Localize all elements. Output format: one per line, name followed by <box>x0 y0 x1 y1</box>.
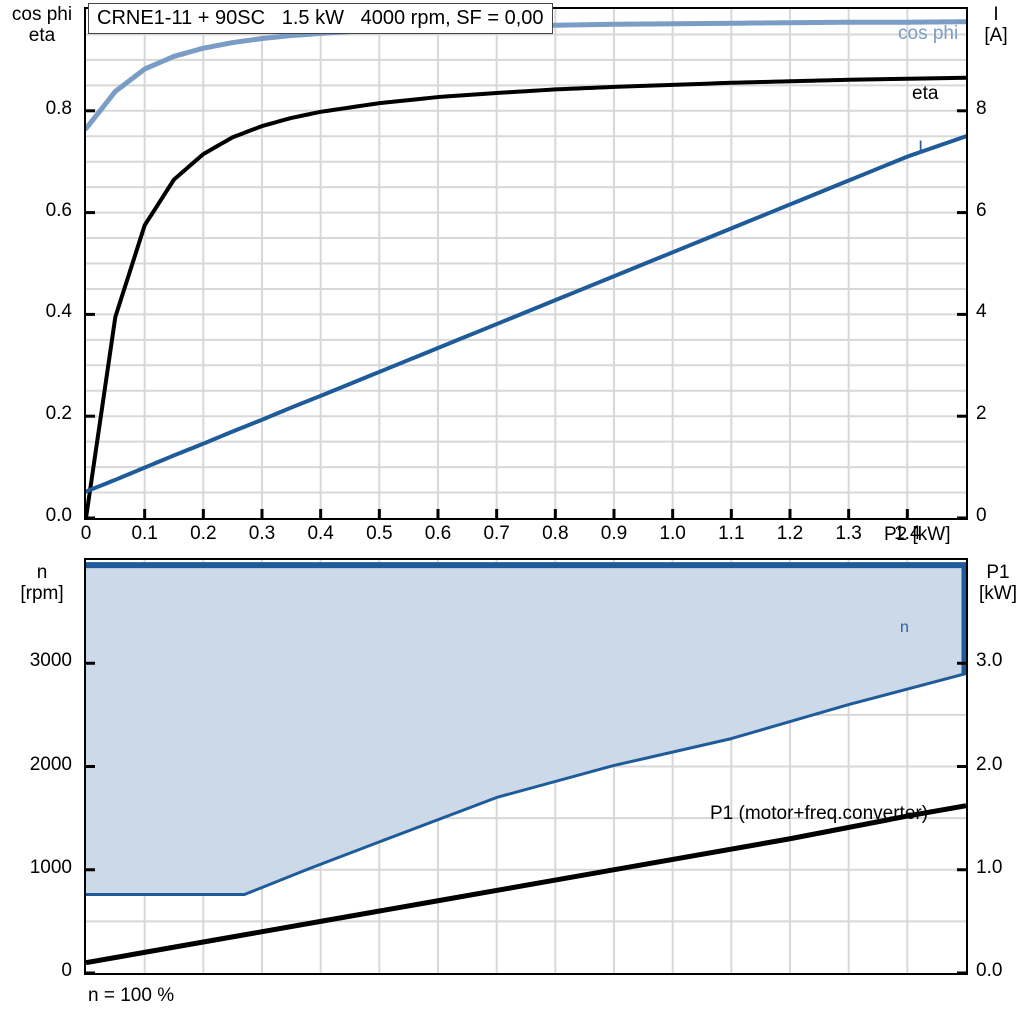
top-left-tick: 0.6 <box>45 199 72 221</box>
series-label-n: n <box>900 619 909 636</box>
top-left-axis-title-line1: cos phi <box>11 4 73 25</box>
series-label-current: I <box>918 138 924 159</box>
bottom-right-tick: 1.0 <box>976 856 1003 878</box>
top-chart-plot <box>86 9 966 518</box>
top-x-tick: 1.1 <box>718 523 745 544</box>
top-left-tick: 0.2 <box>45 403 72 425</box>
bottom-right-axis-title-line1: P1 <box>986 562 1010 583</box>
top-x-tick: 1.3 <box>835 523 862 544</box>
top-x-tick: 1.4 <box>894 523 921 544</box>
top-chart-panel <box>84 7 968 520</box>
bottom-left-axis-title-line1: n <box>36 562 48 583</box>
top-x-tick: 1.0 <box>659 523 686 544</box>
top-x-tick: 0.7 <box>483 523 510 544</box>
bottom-left-tick: 1000 <box>29 856 72 878</box>
series-label-cos-phi: cos phi <box>898 23 959 44</box>
top-x-tick: 0.1 <box>131 523 158 544</box>
top-right-axis-title-line2: [A] <box>984 25 1008 46</box>
footer-note: n = 100 % <box>88 985 175 1006</box>
top-x-tick: 1.2 <box>776 523 804 544</box>
top-right-tick: 2 <box>976 403 987 425</box>
bottom-right-tick: 0.0 <box>976 960 1003 981</box>
bottom-right-axis-title-line2: [kW] <box>979 583 1017 604</box>
top-x-tick: 0.4 <box>307 523 334 544</box>
top-right-axis-title-line1: I <box>993 4 999 25</box>
top-left-axis-title-line2: eta <box>28 25 56 46</box>
top-right-tick: 6 <box>976 199 987 221</box>
series-label-eta: eta <box>912 83 939 104</box>
bottom-right-tick: 2.0 <box>976 753 1003 775</box>
top-x-axis-title: P2 [kW] <box>884 524 951 545</box>
top-x-tick: 0.6 <box>424 523 452 544</box>
top-left-tick: 0.8 <box>45 97 72 119</box>
top-right-tick: 8 <box>976 97 987 119</box>
top-x-tick: 0.3 <box>248 523 276 544</box>
bottom-left-axis-title-line2: [rpm] <box>20 583 64 604</box>
bottom-left-tick: 3000 <box>29 650 72 672</box>
chart-title-box: CRNE1-11 + 90SC 1.5 kW 4000 rpm, SF = 0,… <box>88 3 553 34</box>
top-left-tick: 0.4 <box>45 301 72 323</box>
bottom-chart-plot <box>86 560 966 973</box>
top-x-tick: 0.5 <box>366 523 393 544</box>
bottom-left-tick: 2000 <box>29 753 72 775</box>
bottom-chart-panel <box>84 558 968 975</box>
top-x-tick: 0.2 <box>190 523 217 544</box>
top-x-tick: 0.9 <box>600 523 628 544</box>
top-right-tick: 0 <box>976 505 987 526</box>
top-left-tick: 0.0 <box>45 505 72 526</box>
top-right-tick: 4 <box>976 301 987 323</box>
bottom-left-tick: 0 <box>61 960 72 981</box>
series-label-p1: P1 (motor+freq.converter) <box>710 803 929 824</box>
top-x-tick: 0.8 <box>542 523 569 544</box>
top-x-tick: 0 <box>80 523 92 544</box>
bottom-right-tick: 3.0 <box>976 650 1003 672</box>
